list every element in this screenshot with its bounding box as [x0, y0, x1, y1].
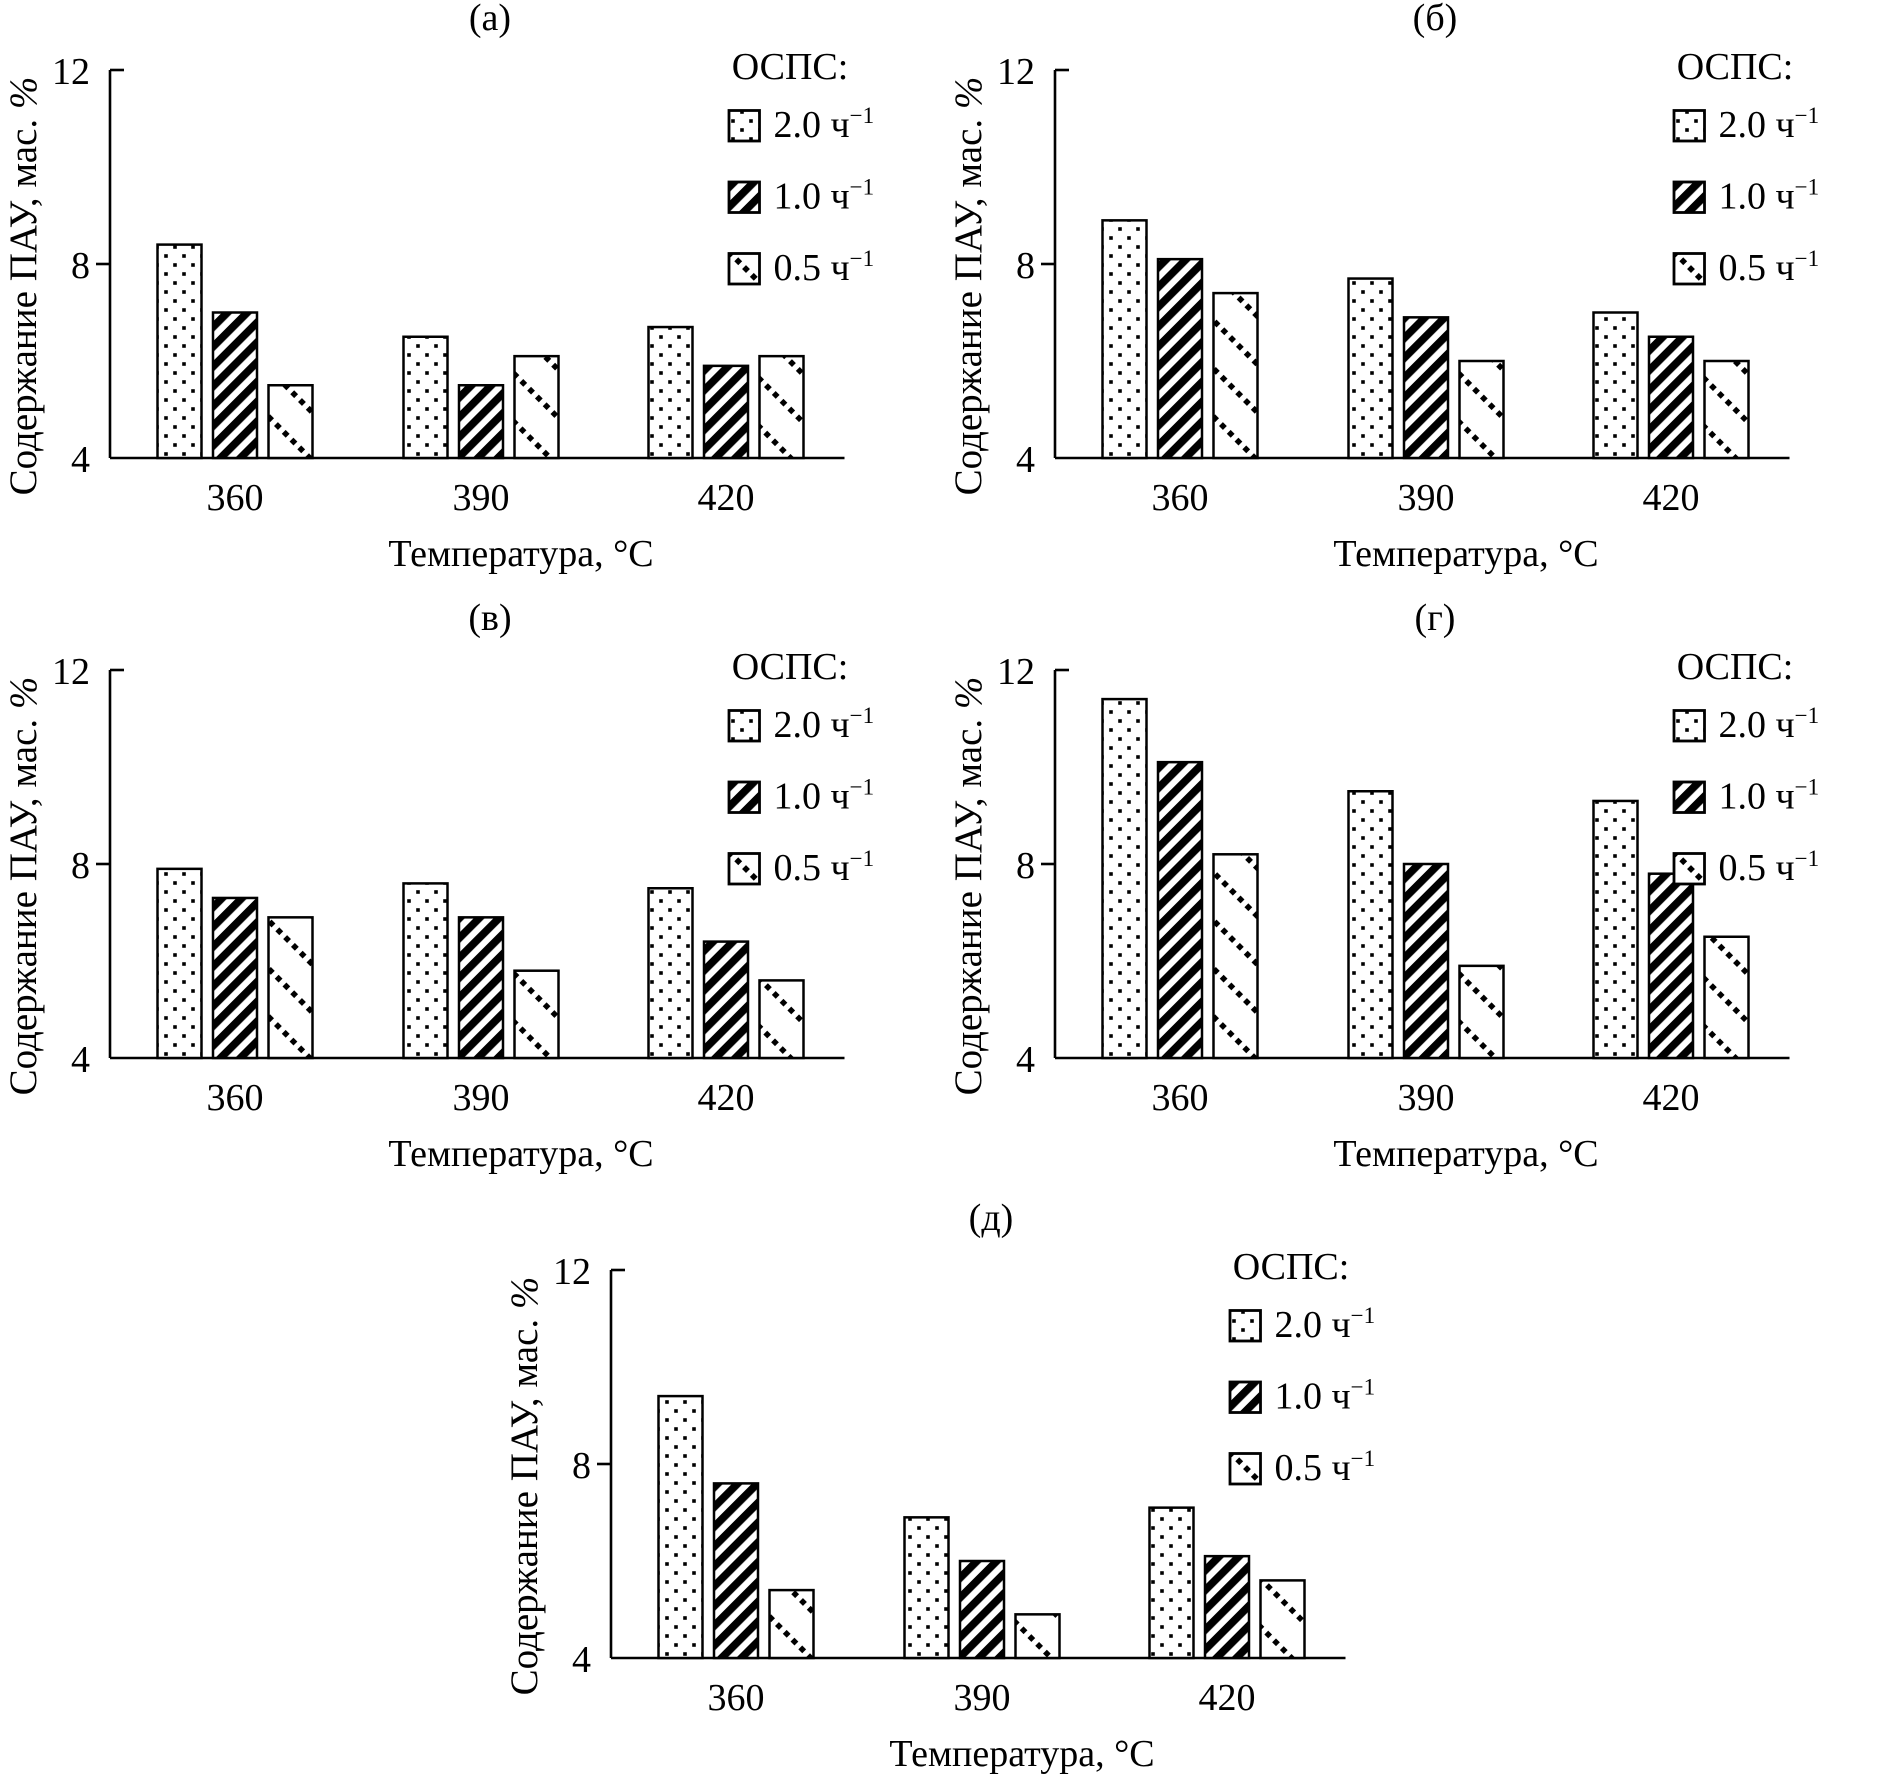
svg-text:360: 360	[708, 1677, 765, 1719]
svg-text:8: 8	[1016, 845, 1035, 887]
svg-text:360: 360	[207, 1077, 264, 1119]
svg-text:2.0 ч−1: 2.0 ч−1	[1719, 703, 1820, 746]
svg-text:4: 4	[572, 1639, 591, 1681]
svg-text:0.5 ч−1: 0.5 ч−1	[774, 846, 875, 889]
svg-text:2.0 ч−1: 2.0 ч−1	[1719, 103, 1820, 146]
svg-text:360: 360	[1152, 1077, 1209, 1119]
svg-text:4: 4	[1016, 1039, 1035, 1081]
svg-text:1.0 ч−1: 1.0 ч−1	[774, 775, 875, 818]
svg-text:390: 390	[453, 1077, 510, 1119]
svg-text:4: 4	[1016, 439, 1035, 481]
svg-text:ОСПС:: ОСПС:	[732, 46, 849, 88]
svg-text:12: 12	[52, 651, 90, 693]
svg-text:420: 420	[698, 1077, 755, 1119]
svg-text:Содержание ПАУ, мас. %: Содержание ПАУ, мас. %	[947, 677, 990, 1096]
svg-text:360: 360	[207, 477, 264, 519]
svg-text:(б): (б)	[1413, 0, 1458, 39]
svg-text:(д): (д)	[969, 1200, 1014, 1239]
svg-text:1.0 ч−1: 1.0 ч−1	[1719, 775, 1820, 818]
svg-text:12: 12	[553, 1251, 591, 1293]
svg-text:420: 420	[1643, 477, 1700, 519]
svg-text:12: 12	[52, 51, 90, 93]
svg-text:420: 420	[698, 477, 755, 519]
svg-text:390: 390	[453, 477, 510, 519]
svg-text:ОСПС:: ОСПС:	[1677, 46, 1794, 88]
svg-text:(a): (a)	[469, 0, 511, 39]
svg-text:8: 8	[1016, 245, 1035, 287]
svg-text:390: 390	[1398, 477, 1455, 519]
svg-text:0.5 ч−1: 0.5 ч−1	[1275, 1446, 1376, 1489]
svg-text:420: 420	[1199, 1677, 1256, 1719]
svg-text:1.0 ч−1: 1.0 ч−1	[1719, 175, 1820, 218]
svg-text:Температура, °C: Температура, °C	[388, 533, 653, 575]
svg-text:2.0 ч−1: 2.0 ч−1	[774, 103, 875, 146]
svg-text:1.0 ч−1: 1.0 ч−1	[774, 175, 875, 218]
svg-text:Содержание ПАУ, мас. %: Содержание ПАУ, мас. %	[2, 77, 45, 496]
svg-text:8: 8	[71, 845, 90, 887]
svg-text:ОСПС:: ОСПС:	[1233, 1246, 1350, 1288]
svg-text:Содержание ПАУ, мас. %: Содержание ПАУ, мас. %	[503, 1277, 546, 1696]
svg-text:12: 12	[997, 51, 1035, 93]
svg-text:ОСПС:: ОСПС:	[732, 646, 849, 688]
svg-text:Температура, °C: Температура, °C	[388, 1133, 653, 1175]
svg-text:8: 8	[71, 245, 90, 287]
svg-text:4: 4	[71, 1039, 90, 1081]
svg-text:8: 8	[572, 1445, 591, 1487]
svg-text:0.5 ч−1: 0.5 ч−1	[1719, 846, 1820, 889]
svg-text:1.0 ч−1: 1.0 ч−1	[1275, 1375, 1376, 1418]
svg-text:(г): (г)	[1415, 600, 1456, 639]
svg-text:390: 390	[954, 1677, 1011, 1719]
svg-text:Температура, °C: Температура, °C	[1333, 533, 1598, 575]
svg-text:12: 12	[997, 651, 1035, 693]
svg-text:0.5 ч−1: 0.5 ч−1	[774, 246, 875, 289]
svg-text:ОСПС:: ОСПС:	[1677, 646, 1794, 688]
svg-text:4: 4	[71, 439, 90, 481]
svg-text:0.5 ч−1: 0.5 ч−1	[1719, 246, 1820, 289]
svg-text:390: 390	[1398, 1077, 1455, 1119]
svg-text:Температура, °C: Температура, °C	[1333, 1133, 1598, 1175]
svg-text:Содержание ПАУ, мас. %: Содержание ПАУ, мас. %	[947, 77, 990, 496]
svg-text:Температура, °C: Температура, °C	[889, 1733, 1154, 1775]
svg-text:420: 420	[1643, 1077, 1700, 1119]
svg-text:2.0 ч−1: 2.0 ч−1	[1275, 1303, 1376, 1346]
svg-text:(в): (в)	[468, 600, 511, 639]
svg-text:Содержание ПАУ, мас. %: Содержание ПАУ, мас. %	[2, 677, 45, 1096]
svg-text:2.0 ч−1: 2.0 ч−1	[774, 703, 875, 746]
svg-text:360: 360	[1152, 477, 1209, 519]
